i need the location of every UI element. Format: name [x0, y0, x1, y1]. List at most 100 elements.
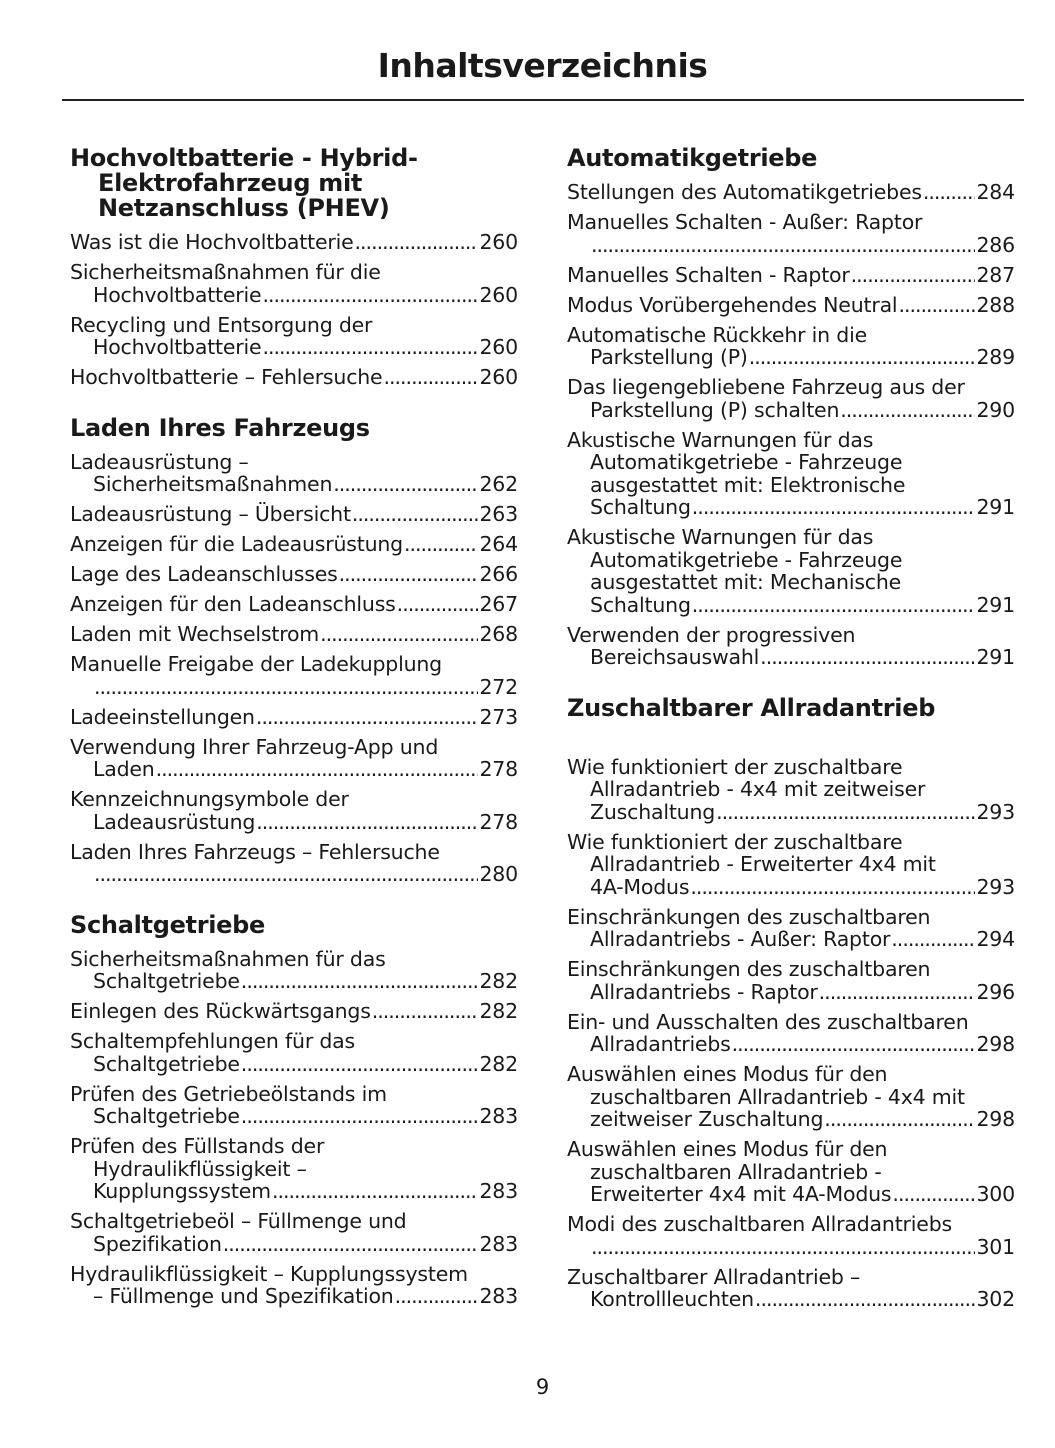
entry-title-line: Hydraulikflüssigkeit – Kupplungssystem	[70, 1261, 468, 1286]
entry-page-number: 282	[479, 969, 518, 993]
toc-entry[interactable]: Einschränkungen des zuschaltbaren Allrada…	[567, 904, 1015, 951]
toc-entry[interactable]: Prüfen des Getriebeölstands im Schaltgetr…	[70, 1081, 518, 1128]
entry-last-line: Parkstellung (P) schalten 290	[567, 398, 1015, 422]
entry-page-number: 288	[976, 292, 1015, 317]
toc-entry[interactable]: Akustische Warnungen für das Automatikget…	[567, 526, 1015, 616]
entry-title-line: ausgestattet mit: Elektronische	[590, 472, 906, 497]
dot-leader	[320, 623, 478, 646]
entry-page-number: 262	[479, 472, 518, 496]
toc-entry[interactable]: Laden Ihres Fahrzeugs – Fehlersuche 280	[70, 839, 518, 886]
entry-last-line: Schaltung 291	[567, 593, 1015, 617]
toc-entry[interactable]: Manuelles Schalten - Außer: Raptor 286	[567, 211, 1015, 256]
dot-leader	[241, 1105, 479, 1128]
dot-leader	[397, 593, 479, 616]
toc-entry[interactable]: Hochvoltbatterie – Fehlersuche 260	[70, 366, 518, 389]
toc-entry[interactable]: Einlegen des Rückwärtsgangs 282	[70, 1000, 518, 1023]
toc-entry[interactable]: Stellungen des Automatikgetriebes 284	[567, 181, 1015, 204]
section-heading-line: Laden Ihres Fahrzeugs	[70, 413, 370, 442]
entry-title-line: Allradantriebs - Raptor	[590, 979, 818, 1004]
toc-entry[interactable]: Auswählen eines Modus für den zuschaltbar…	[567, 1138, 1015, 1206]
entry-title-line: Einschränkungen des zuschaltbaren	[567, 904, 931, 929]
dot-leader	[760, 646, 975, 669]
dot-leader	[241, 970, 479, 993]
toc-entry[interactable]: Prüfen des Füllstands der Hydraulikflüssi…	[70, 1135, 518, 1203]
entry-last-line: Laden mit Wechselstrom 268	[70, 623, 518, 646]
toc-entry[interactable]: Wie funktioniert der zuschaltbare Allrada…	[567, 754, 1015, 824]
section-heading: Schaltgetriebe	[70, 910, 518, 939]
entry-page-number: 291	[976, 495, 1015, 519]
dot-leader	[94, 676, 478, 699]
entry-title-line: Automatikgetriebe - Fahrzeuge	[590, 547, 903, 572]
entry-title-line: Das liegengebliebene Fahrzeug aus der	[567, 375, 965, 399]
dot-leader	[591, 234, 975, 257]
toc-entry[interactable]: Laden mit Wechselstrom 268	[70, 623, 518, 646]
dot-leader	[819, 981, 976, 1004]
toc-entry[interactable]: Ladeeinstellungen 273	[70, 704, 518, 729]
entry-title-line: Sicherheitsmaßnahmen für das	[70, 946, 386, 971]
toc-entry[interactable]: Hydraulikflüssigkeit – Kupplungssystem – …	[70, 1261, 518, 1308]
toc-entry[interactable]: Sicherheitsmaßnahmen für das Schaltgetrie…	[70, 946, 518, 993]
toc-entry[interactable]: Was ist die Hochvoltbatterie 260	[70, 231, 518, 254]
entry-page-number: 266	[479, 562, 518, 586]
toc-entry[interactable]: Sicherheitsmaßnahmen für die Hochvoltbatt…	[70, 261, 518, 306]
toc-entry[interactable]: Anzeigen für den Ladeanschluss 267	[70, 593, 518, 616]
toc-entry[interactable]: Verwenden der progressiven Bereichsauswah…	[567, 623, 1015, 669]
entry-title-line: Prüfen des Getriebeölstands im	[70, 1081, 387, 1106]
entry-title-line: Automatikgetriebe - Fahrzeuge	[590, 450, 903, 474]
entry-last-line: Hochvoltbatterie 260	[70, 283, 518, 307]
entry-last-line: Laden 278	[70, 758, 518, 781]
entry-last-line: Erweiterter 4x4 mit 4A-Modus 300	[567, 1183, 1015, 1206]
toc-entry[interactable]: Ladeausrüstung – Übersicht 263	[70, 503, 518, 526]
toc-entry[interactable]: Zuschaltbarer Allradantrieb – Kontrollleu…	[567, 1265, 1015, 1311]
dot-leader	[339, 563, 479, 586]
entry-title-line: Allradantrieb - 4x4 mit zeitweiser	[590, 777, 926, 801]
toc-entry[interactable]: Manuelle Freigabe der Ladekupplung 272	[70, 653, 518, 698]
toc-entry[interactable]: Recycling und Entsorgung der Hochvoltbatt…	[70, 313, 518, 359]
toc-entry[interactable]: Das liegengebliebene Fahrzeug aus der Par…	[567, 376, 1015, 421]
entry-title-line: Allradantrieb - Erweiterter 4x4 mit	[590, 852, 936, 876]
toc-entry[interactable]: Ladeausrüstung –Sicherheitsmaßnahmen 262	[70, 450, 518, 496]
toc-entry[interactable]: Modus Vorübergehendes Neutral 288	[567, 292, 1015, 317]
entry-page-number: 278	[479, 809, 518, 834]
entry-title-line: Anzeigen für den Ladeanschluss	[70, 592, 396, 616]
toc-entry[interactable]: Einschränkungen des zuschaltbaren Allrada…	[567, 958, 1015, 1003]
entry-title-line: Bereichsauswahl	[590, 645, 760, 669]
dot-leader	[256, 706, 479, 729]
entry-last-line: Ladeausrüstung – Übersicht 263	[70, 503, 518, 526]
toc-entry[interactable]: Modi des zuschaltbaren Allradantriebs 301	[567, 1213, 1015, 1258]
entry-last-line: Manuelles Schalten - Raptor 287	[567, 263, 1015, 287]
entry-last-line: Zuschaltung 293	[567, 800, 1015, 824]
toc-section: Schaltgetriebe Sicherheitsmaßnahmen für d…	[70, 910, 518, 1308]
dot-leader	[383, 366, 478, 389]
title-divider	[62, 99, 1024, 101]
entry-title-line: Laden Ihres Fahrzeugs – Fehlersuche	[70, 839, 440, 864]
entry-last-line: 4A-Modus 293	[567, 875, 1015, 899]
dot-leader	[732, 1033, 976, 1056]
entry-last-line: 286	[567, 233, 1015, 257]
dot-leader	[851, 264, 976, 287]
entry-title-line: Akustische Warnungen für das	[567, 525, 874, 549]
entry-title-line: Ladeeinstellungen	[70, 704, 255, 729]
entry-title-line: Wie funktioniert der zuschaltbare	[567, 754, 903, 779]
toc-entry[interactable]: Automatische Rückkehr in die Parkstellung…	[567, 323, 1015, 369]
entry-page-number: 282	[479, 1051, 518, 1076]
toc-entry[interactable]: Anzeigen für die Ladeausrüstung 264	[70, 533, 518, 556]
section-heading: Hochvoltbatterie - Hybrid- Elektrofahrzeu…	[70, 146, 518, 221]
dot-leader	[840, 399, 975, 422]
entry-title-line: Laden	[93, 757, 155, 781]
entry-last-line: Bereichsauswahl 291	[567, 646, 1015, 669]
entry-page-number: 298	[976, 1032, 1015, 1056]
toc-entry[interactable]: Akustische Warnungen für das Automatikget…	[567, 428, 1015, 519]
toc-entry[interactable]: Auswählen eines Modus für den zuschaltbar…	[567, 1063, 1015, 1131]
toc-entry[interactable]: Ein- und Ausschalten des zuschaltbaren Al…	[567, 1010, 1015, 1056]
toc-entry[interactable]: Schaltgetriebeöl – Füllmenge und Spezifik…	[70, 1210, 518, 1255]
entry-page-number: 260	[479, 365, 518, 389]
section-heading-line: Schaltgetriebe	[70, 910, 266, 939]
toc-entry[interactable]: Manuelles Schalten - Raptor 287	[567, 263, 1015, 287]
entry-page-number: 280	[479, 862, 518, 886]
toc-entry[interactable]: Wie funktioniert der zuschaltbare Allrada…	[567, 830, 1015, 899]
toc-entry[interactable]: Schaltempfehlungen für das Schaltgetriebe…	[70, 1030, 518, 1075]
toc-entry[interactable]: Lage des Ladeanschlusses 266	[70, 563, 518, 586]
